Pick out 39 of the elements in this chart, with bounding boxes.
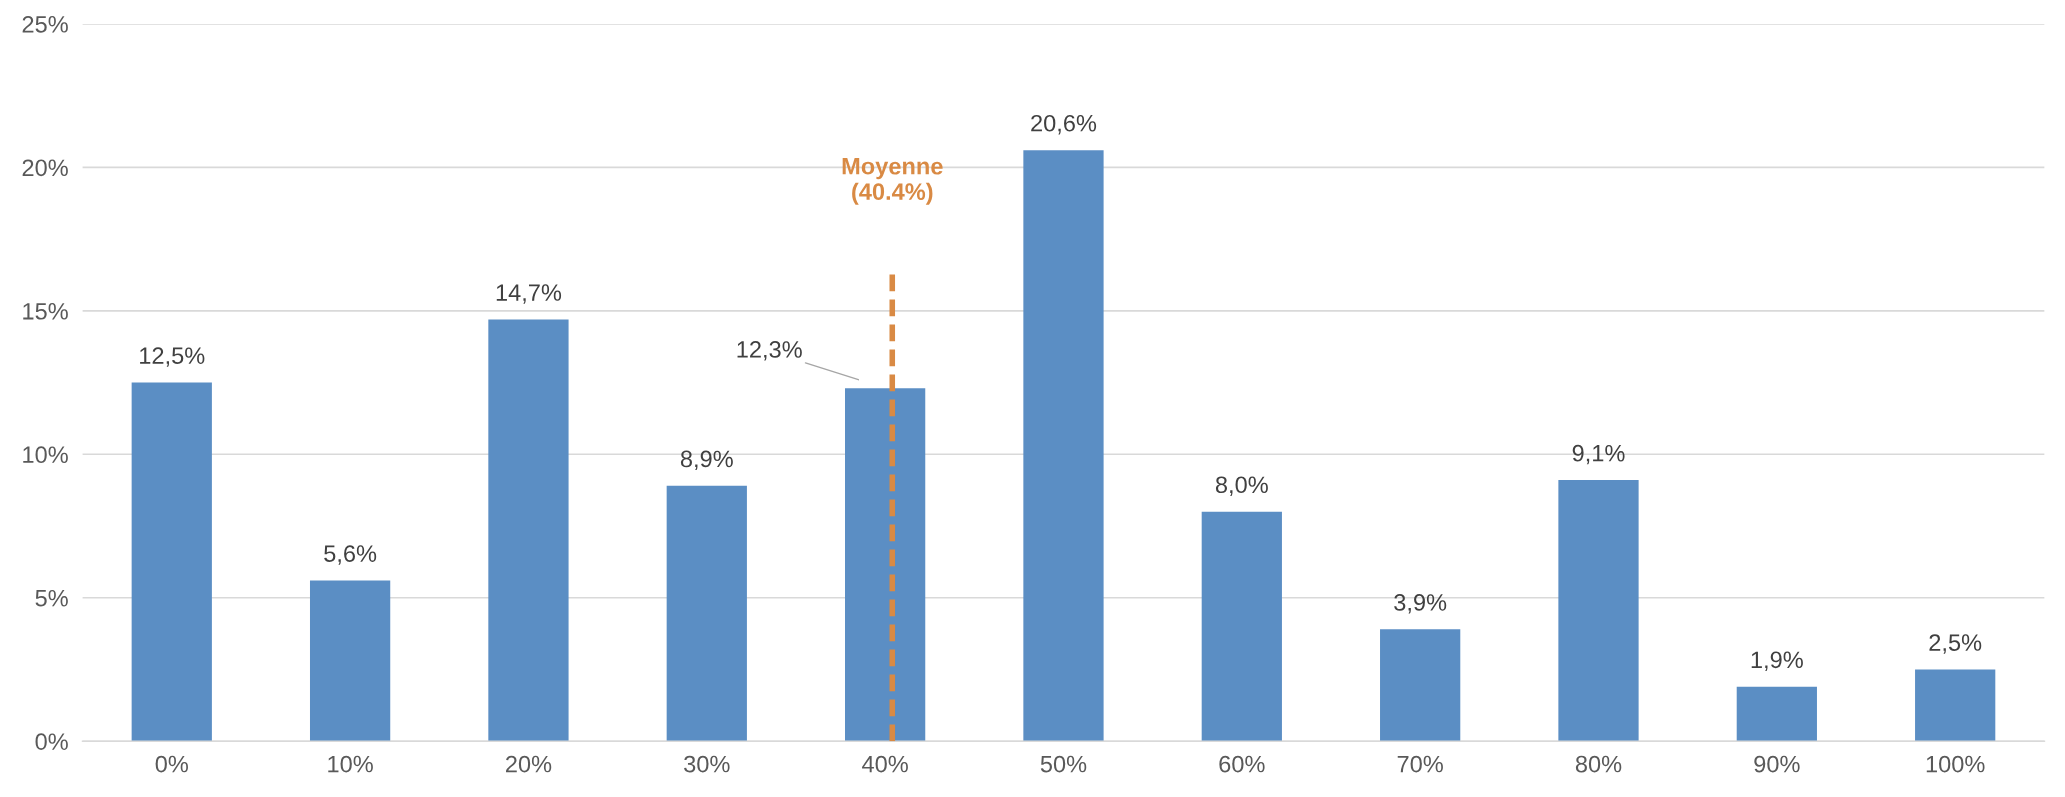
data-label: 20,6% [1031,114,1097,135]
data-label: 8,9% [680,450,733,471]
x-tick-label: 80% [1575,755,1622,773]
x-tick-label: 40% [862,755,908,773]
y-tick-label: 0% [35,733,68,750]
x-tick-label: 100% [1926,755,1985,773]
data-label: 8,0% [1215,476,1268,496]
x-tick-label: 60% [1219,755,1265,773]
bar [1023,150,1104,742]
bar [131,382,212,742]
bar [488,319,569,742]
data-label: 9,1% [1572,444,1625,465]
x-tick-label: 10% [328,755,373,773]
ref-line-label: Moyenne (40.4%) [842,158,943,205]
bar [1736,686,1817,742]
data-label: 5,6% [324,545,377,565]
bar [1380,629,1461,742]
bar [1201,511,1282,742]
data-label: 14,7% [496,284,562,304]
bar [1558,480,1639,742]
x-tick-label: 0% [155,755,188,773]
data-label: 2,5% [1929,634,1982,654]
bar [666,485,747,742]
y-tick-label: 25% [22,15,68,33]
x-tick-label: 20% [506,755,552,773]
bar [309,580,391,742]
y-tick-label: 5% [35,589,68,607]
x-tick-label: 30% [684,755,730,773]
y-tick-label: 10% [23,446,68,464]
x-tick-label: 90% [1754,755,1800,773]
bar [1915,669,1996,742]
y-tick-label: 20% [22,159,68,177]
data-label: 3,9% [1394,594,1447,614]
y-tick-label: 15% [23,303,68,320]
data-label: 12,3% [737,341,802,361]
x-tick-label: 70% [1397,755,1443,773]
x-tick-label: 50% [1040,755,1087,773]
data-label: 1,9% [1751,651,1803,671]
data-label: 12,5% [140,347,205,367]
